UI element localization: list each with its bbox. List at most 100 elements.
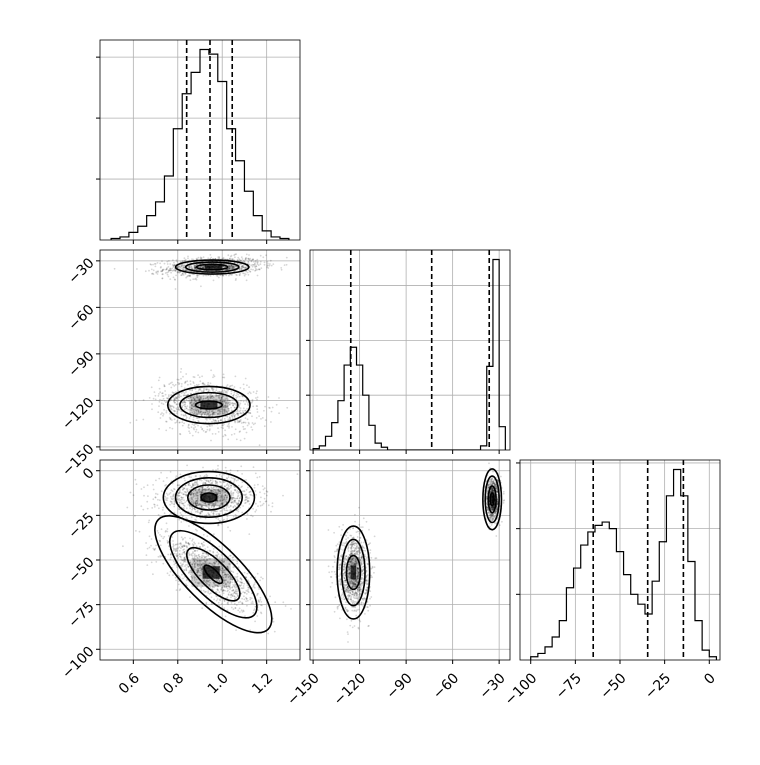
- scatter-point: [163, 403, 165, 405]
- scatter-point: [216, 481, 218, 483]
- scatter-point: [170, 387, 172, 389]
- scatter-point: [245, 378, 247, 380]
- scatter-point: [169, 405, 171, 407]
- scatter-point: [154, 506, 156, 508]
- scatter-point: [191, 389, 193, 391]
- panel-content-scatter-0-2: [100, 460, 300, 660]
- scatter-point: [206, 419, 208, 421]
- scatter-point: [278, 397, 280, 399]
- scatter-point: [191, 516, 193, 518]
- scatter-point: [249, 494, 251, 496]
- scatter-point: [151, 386, 153, 388]
- scatter-point: [245, 417, 247, 419]
- scatter-point: [368, 625, 370, 627]
- scatter-point: [231, 274, 233, 276]
- scatter-point: [201, 257, 203, 259]
- scatter-point: [244, 410, 246, 412]
- scatter-point: [243, 407, 245, 409]
- scatter-point: [163, 409, 165, 411]
- scatter-point: [183, 477, 185, 479]
- scatter-point: [235, 253, 237, 255]
- scatter-point: [264, 406, 266, 408]
- scatter-point: [188, 476, 190, 478]
- scatter-point: [205, 431, 207, 433]
- scatter-point: [197, 374, 199, 376]
- scatter-point: [182, 425, 184, 427]
- scatter-point: [358, 507, 360, 509]
- scatter-point: [160, 472, 162, 474]
- scatter-point: [337, 606, 339, 608]
- scatter-point: [146, 564, 148, 566]
- scatter-point: [218, 520, 220, 522]
- scatter-point: [231, 415, 233, 417]
- scatter-point: [171, 268, 173, 270]
- scatter-point: [155, 480, 157, 482]
- scatter-point: [259, 444, 261, 446]
- scatter-point: [201, 510, 203, 512]
- scatter-point: [232, 418, 234, 420]
- scatter-point: [164, 496, 166, 498]
- scatter-point: [248, 533, 250, 535]
- scatter-point: [209, 418, 211, 420]
- scatter-point: [227, 439, 229, 441]
- scatter-point: [233, 254, 235, 256]
- scatter-point: [269, 596, 271, 598]
- scatter-point: [235, 376, 237, 378]
- scatter-point: [365, 550, 367, 552]
- scatter-point: [214, 511, 216, 513]
- scatter-point: [264, 487, 266, 489]
- scatter-point: [183, 266, 185, 268]
- scatter-point: [183, 414, 185, 416]
- scatter-point: [262, 256, 264, 258]
- scatter-point: [159, 401, 161, 403]
- scatter-point: [367, 610, 369, 612]
- scatter-point: [196, 480, 198, 482]
- scatter-point: [203, 384, 205, 386]
- scatter-point: [162, 270, 164, 272]
- scatter-point: [162, 507, 164, 509]
- scatter-point: [169, 427, 171, 429]
- scatter-point: [224, 485, 226, 487]
- scatter-point: [189, 485, 191, 487]
- scatter-point: [210, 369, 212, 371]
- scatter-point: [222, 275, 224, 277]
- scatter-point: [146, 501, 148, 503]
- scatter-point: [179, 502, 181, 504]
- scatter-point: [227, 390, 229, 392]
- scatter-point: [228, 423, 230, 425]
- scatter-point: [255, 503, 257, 505]
- contour-scatter-0-2-1-0: [138, 499, 288, 649]
- scatter-point: [237, 490, 239, 492]
- scatter-point: [210, 440, 212, 442]
- scatter-point: [149, 547, 151, 549]
- scatter-point: [185, 373, 187, 375]
- scatter-point: [169, 504, 171, 506]
- scatter-point: [164, 263, 166, 265]
- scatter-point: [237, 497, 239, 499]
- scatter-point: [175, 580, 177, 582]
- scatter-point: [366, 521, 368, 523]
- scatter-point: [284, 264, 286, 266]
- scatter-point: [230, 385, 232, 387]
- scatter-point: [242, 481, 244, 483]
- scatter-point: [193, 427, 195, 429]
- scatter-point: [270, 260, 272, 262]
- scatter-point: [235, 278, 237, 280]
- scatter-point: [245, 422, 247, 424]
- scatter-point: [170, 471, 172, 473]
- scatter-point: [153, 398, 155, 400]
- scatter-point: [165, 394, 167, 396]
- scatter-point: [297, 473, 299, 475]
- panel-scatter-1-2: [310, 458, 510, 660]
- scatter-point: [208, 514, 210, 516]
- scatter-point: [257, 275, 259, 277]
- scatter-point: [197, 510, 199, 512]
- scatter-point: [159, 388, 161, 390]
- scatter-point: [219, 513, 221, 515]
- scatter-point: [242, 426, 244, 428]
- scatter-point: [217, 518, 219, 520]
- scatter-point: [177, 379, 179, 381]
- scatter-point: [354, 521, 356, 523]
- scatter-point: [237, 257, 239, 259]
- scatter-point: [153, 269, 155, 271]
